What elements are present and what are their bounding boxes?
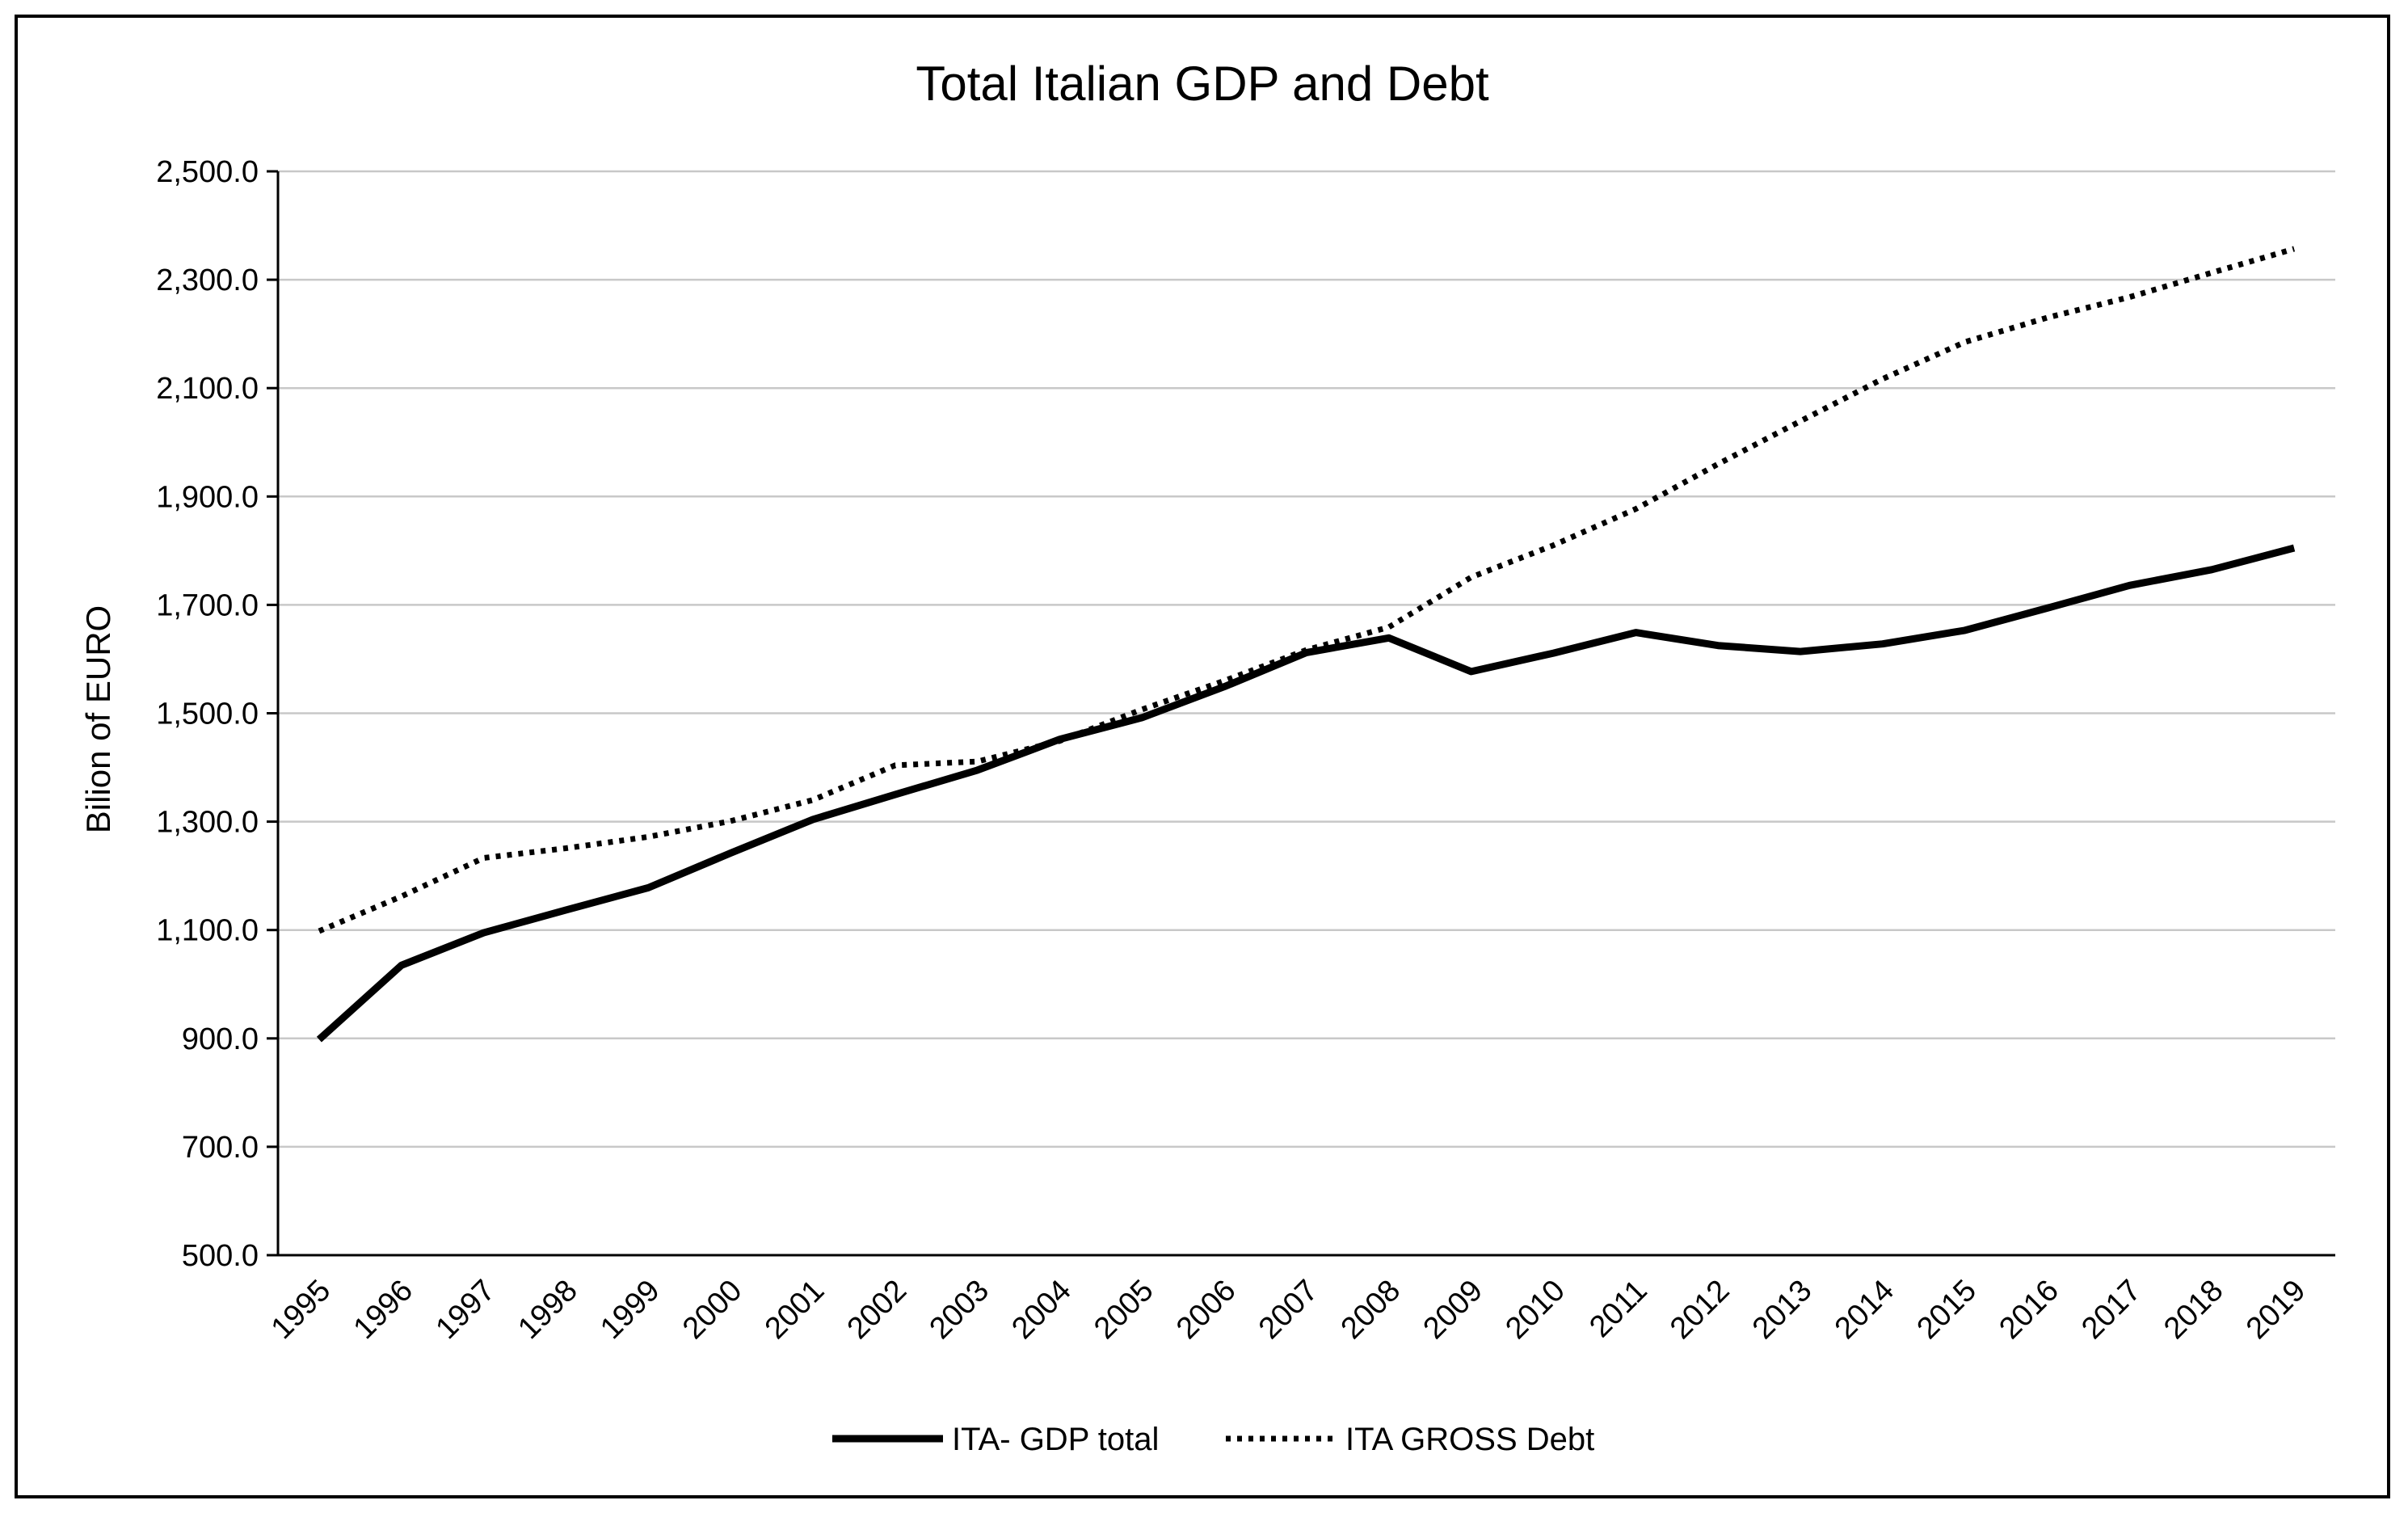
x-tick-label-2012: 2012 bbox=[1664, 1274, 1736, 1346]
data-point-debt-2017 bbox=[2127, 295, 2132, 300]
data-point-gdp-2006 bbox=[1222, 685, 1227, 689]
data-point-debt-2009 bbox=[1469, 575, 1474, 579]
y-tick-label-1300: 1,300.0 bbox=[156, 806, 259, 840]
x-tick-label-1996: 1996 bbox=[347, 1274, 419, 1346]
data-point-gdp-2014 bbox=[1880, 642, 1885, 647]
series-line-gdp bbox=[316, 544, 2296, 1043]
data-point-debt-2016 bbox=[2045, 315, 2050, 320]
x-tick-labels: 1995 1996 1997 1998 1999 2000 2001 2002 2003 2004… bbox=[265, 1274, 2313, 1346]
data-point-gdp-1998 bbox=[563, 908, 568, 912]
data-point-gdp-2003 bbox=[975, 768, 980, 773]
data-point-debt-1998 bbox=[563, 845, 568, 850]
legend-label-debt: ITA GROSS Debt bbox=[1345, 1422, 1594, 1457]
x-tick-label-1997: 1997 bbox=[429, 1274, 501, 1346]
x-tick-label-2009: 2009 bbox=[1417, 1274, 1489, 1346]
data-point-debt-2008 bbox=[1387, 625, 1391, 630]
y-tick-labels: 500.0 700.0 900.0 1,100.0 1,300.0 1,500.0 1,70… bbox=[156, 155, 259, 1273]
data-point-gdp-2001 bbox=[810, 817, 815, 822]
data-point-debt-2001 bbox=[810, 798, 815, 803]
x-tick-label-2015: 2015 bbox=[1911, 1274, 1983, 1346]
data-point-debt-2002 bbox=[893, 763, 898, 768]
data-point-debt-1997 bbox=[482, 856, 486, 861]
data-point-gdp-2000 bbox=[728, 850, 733, 855]
data-point-debt-2012 bbox=[1715, 461, 1720, 466]
y-tick-label-1100: 1,100.0 bbox=[156, 914, 259, 948]
data-point-gdp-2008 bbox=[1387, 635, 1391, 640]
data-point-debt-2006 bbox=[1222, 678, 1227, 683]
x-tick-label-2008: 2008 bbox=[1335, 1274, 1407, 1346]
legend-label-gdp: ITA- GDP total bbox=[952, 1422, 1159, 1457]
y-tick-label-1700: 1,700.0 bbox=[156, 588, 259, 622]
x-tick-label-2011: 2011 bbox=[1583, 1274, 1653, 1344]
y-tick-label-2500: 2,500.0 bbox=[156, 155, 259, 189]
y-tick-label-2300: 2,300.0 bbox=[156, 263, 259, 297]
data-point-gdp-2011 bbox=[1633, 630, 1638, 635]
y-tick-label-900: 900.0 bbox=[182, 1022, 259, 1056]
y-tick-label-1500: 1,500.0 bbox=[156, 697, 259, 731]
data-point-debt-2003 bbox=[975, 759, 980, 764]
data-point-debt-1999 bbox=[646, 834, 650, 839]
series-line-debt bbox=[318, 246, 2296, 934]
data-point-debt-2004 bbox=[1057, 739, 1062, 744]
data-point-gdp-1996 bbox=[399, 963, 404, 967]
x-tick-label-2004: 2004 bbox=[1005, 1274, 1077, 1346]
data-point-gdp-2013 bbox=[1798, 649, 1803, 654]
x-tick-label-2018: 2018 bbox=[2158, 1274, 2229, 1346]
data-point-debt-2018 bbox=[2209, 270, 2214, 275]
data-point-debt-1995 bbox=[317, 929, 322, 934]
chart-title: Total Italian GDP and Debt bbox=[916, 57, 1489, 111]
x-tick-label-2002: 2002 bbox=[841, 1274, 913, 1346]
data-point-debt-2005 bbox=[1139, 707, 1144, 712]
x-tick-label-1999: 1999 bbox=[594, 1274, 666, 1346]
x-tick-label-2003: 2003 bbox=[924, 1274, 996, 1346]
x-tick-label-2006: 2006 bbox=[1170, 1274, 1242, 1346]
data-point-gdp-2015 bbox=[1963, 628, 1968, 633]
y-tick-label-500: 500.0 bbox=[182, 1239, 259, 1273]
data-point-gdp-2005 bbox=[1139, 715, 1144, 720]
data-point-gdp-2010 bbox=[1551, 651, 1556, 655]
y-axis-label: Bilion of EURO bbox=[79, 605, 117, 833]
series-lines bbox=[316, 246, 2296, 1043]
data-point-gdp-1995 bbox=[317, 1037, 322, 1042]
axes bbox=[267, 170, 2335, 1257]
x-tick-label-2000: 2000 bbox=[676, 1274, 748, 1346]
x-tick-label-1995: 1995 bbox=[265, 1274, 337, 1346]
data-point-debt-2010 bbox=[1551, 543, 1556, 548]
legend: ITA- GDP total ITA GROSS Debt bbox=[832, 1422, 1594, 1457]
data-point-debt-2019 bbox=[2292, 247, 2296, 251]
chart-frame: Total Italian GDP and Debt Bilion of EUR… bbox=[15, 15, 2390, 1498]
data-point-gdp-2017 bbox=[2127, 583, 2132, 588]
data-point-debt-2013 bbox=[1798, 419, 1803, 424]
x-tick-label-2001: 2001 bbox=[759, 1274, 831, 1346]
x-tick-label-2019: 2019 bbox=[2240, 1274, 2312, 1346]
data-point-gdp-1997 bbox=[482, 930, 486, 935]
data-point-debt-2000 bbox=[728, 819, 733, 824]
data-point-gdp-2012 bbox=[1715, 643, 1720, 648]
data-point-gdp-1999 bbox=[646, 885, 650, 890]
data-point-gdp-2018 bbox=[2209, 567, 2214, 572]
x-tick-label-2007: 2007 bbox=[1252, 1274, 1324, 1346]
data-point-gdp-2002 bbox=[893, 792, 898, 797]
x-tick-label-2010: 2010 bbox=[1499, 1274, 1571, 1346]
x-tick-label-2014: 2014 bbox=[1829, 1274, 1901, 1346]
x-tick-label-2005: 2005 bbox=[1088, 1274, 1160, 1346]
data-point-gdp-2016 bbox=[2045, 605, 2050, 610]
data-point-debt-2014 bbox=[1880, 377, 1885, 381]
data-point-gdp-2019 bbox=[2292, 546, 2296, 550]
data-point-gdp-2009 bbox=[1469, 669, 1474, 674]
y-tick-label-1900: 1,900.0 bbox=[156, 480, 259, 514]
line-chart: Total Italian GDP and Debt Bilion of EUR… bbox=[79, 57, 2335, 1457]
data-point-debt-1996 bbox=[399, 894, 404, 899]
x-tick-label-2016: 2016 bbox=[1993, 1274, 2065, 1346]
y-tick-label-700: 700.0 bbox=[182, 1131, 259, 1165]
y-tick-label-2100: 2,100.0 bbox=[156, 372, 259, 406]
data-point-debt-2011 bbox=[1633, 507, 1638, 512]
x-tick-label-2013: 2013 bbox=[1746, 1274, 1818, 1346]
gridlines bbox=[278, 170, 2335, 1148]
x-tick-label-2017: 2017 bbox=[2075, 1274, 2147, 1346]
data-point-debt-2015 bbox=[1963, 339, 1968, 344]
x-tick-label-1998: 1998 bbox=[511, 1274, 583, 1346]
data-point-debt-2007 bbox=[1304, 647, 1309, 652]
